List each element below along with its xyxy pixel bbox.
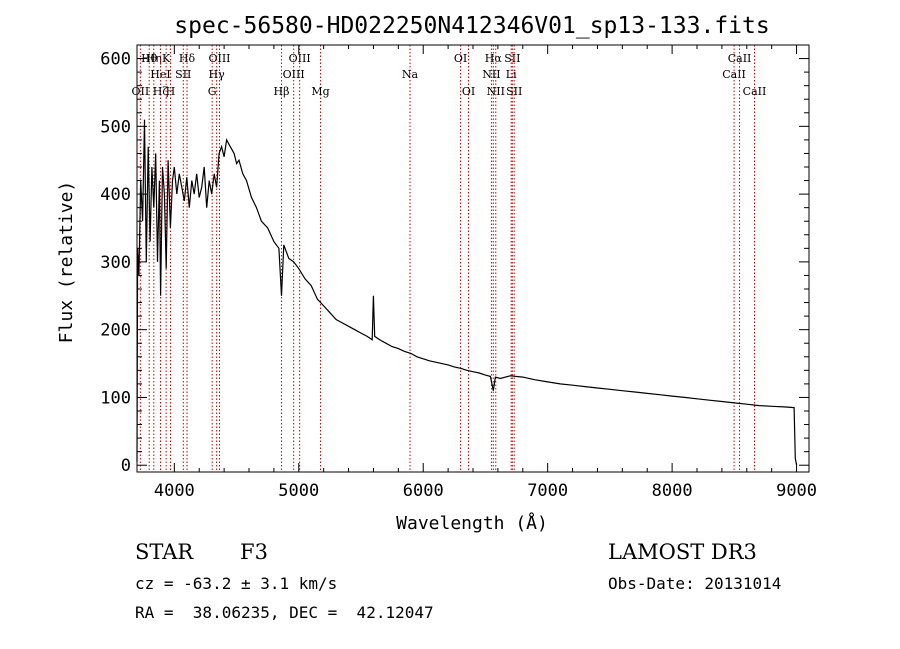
object-type: STAR <box>135 540 194 564</box>
line-marker-label: Hδ <box>179 52 196 65</box>
line-marker-label: Hβ <box>274 85 290 98</box>
x-tick-label: 4000 <box>154 481 195 501</box>
x-tick-label: 9000 <box>776 481 817 501</box>
line-marker-label: OIII <box>283 68 305 81</box>
x-tick-label: 5000 <box>278 481 319 501</box>
x-tick-label: 8000 <box>652 481 693 501</box>
axis-ticks: 4000 5000 6000 7000 8000 9000 0 100 200 300 400 500… <box>100 45 817 501</box>
plot-frame <box>136 44 810 473</box>
y-axis-label: Flux (relative) <box>56 181 77 344</box>
spectrum-line <box>136 119 798 466</box>
line-marker-label: HeI <box>150 68 170 81</box>
y-tick-label: 100 <box>100 388 131 408</box>
line-marker-label: Hη <box>146 52 162 65</box>
line-marker-label: Hζ <box>153 85 169 98</box>
line-marker-label: H <box>166 85 176 98</box>
x-axis-label: Wavelength (Å) <box>396 512 548 534</box>
line-marker-label: OI <box>454 52 467 65</box>
line-marker-label: NII <box>482 68 500 81</box>
y-tick-label: 0 <box>121 456 131 476</box>
line-marker-label: Hγ <box>209 68 226 81</box>
line-marker-label: K <box>162 52 171 65</box>
line-marker-label: Na <box>402 68 419 81</box>
line-marker-label: Li <box>506 68 517 81</box>
line-marker-label: SII <box>175 68 191 81</box>
line-marker-label: Hθ <box>141 52 158 65</box>
y-tick-label: 600 <box>100 50 131 70</box>
line-marker-label: OIII <box>208 52 230 65</box>
survey-name: LAMOST DR3 <box>608 540 757 564</box>
line-marker-label: OI <box>462 85 475 98</box>
line-marker-label: SII <box>506 85 522 98</box>
line-marker-label: Hα <box>485 52 503 65</box>
y-tick-label: 400 <box>100 185 131 205</box>
line-marker-label: G <box>208 85 217 98</box>
y-tick-label: 500 <box>100 117 131 137</box>
y-tick-label: 300 <box>100 253 131 273</box>
redshift-cz: cz = -63.2 ± 3.1 km/s <box>135 574 338 593</box>
line-marker-label: Mg <box>311 85 329 98</box>
chart-title: spec-56580-HD022250N412346V01_sp13-133.f… <box>174 13 769 39</box>
x-tick-label: 7000 <box>527 481 568 501</box>
line-marker-label: CaII <box>728 52 752 65</box>
x-tick-label: 6000 <box>403 481 444 501</box>
line-marker-label: CaII <box>722 68 746 81</box>
subclass: F3 <box>240 540 268 564</box>
line-marker-label: OII <box>132 85 150 98</box>
line-marker-label: SII <box>504 52 520 65</box>
line-marker-label: OIII <box>289 52 311 65</box>
line-marker-label: CaII <box>743 85 767 98</box>
y-tick-label: 200 <box>100 321 131 341</box>
line-marker-label: NII <box>487 85 505 98</box>
coordinates: RA = 38.06235, DEC = 42.12047 <box>135 603 434 622</box>
obs-date: Obs-Date: 20131014 <box>608 574 782 593</box>
